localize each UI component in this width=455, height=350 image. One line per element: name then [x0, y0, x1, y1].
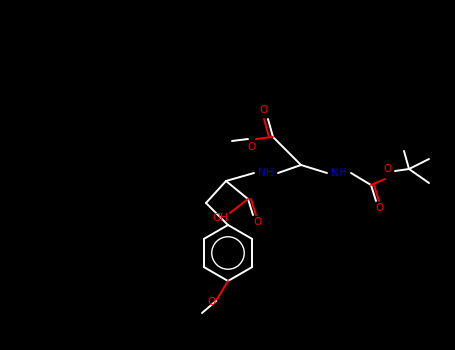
Text: O: O [383, 164, 391, 174]
Text: O: O [248, 142, 256, 152]
Text: O: O [253, 217, 261, 227]
Text: OH: OH [212, 213, 228, 223]
Text: O: O [260, 105, 268, 115]
Text: O: O [376, 203, 384, 213]
Text: NH: NH [258, 168, 274, 178]
Text: NH: NH [331, 168, 347, 178]
Text: O: O [207, 297, 215, 307]
